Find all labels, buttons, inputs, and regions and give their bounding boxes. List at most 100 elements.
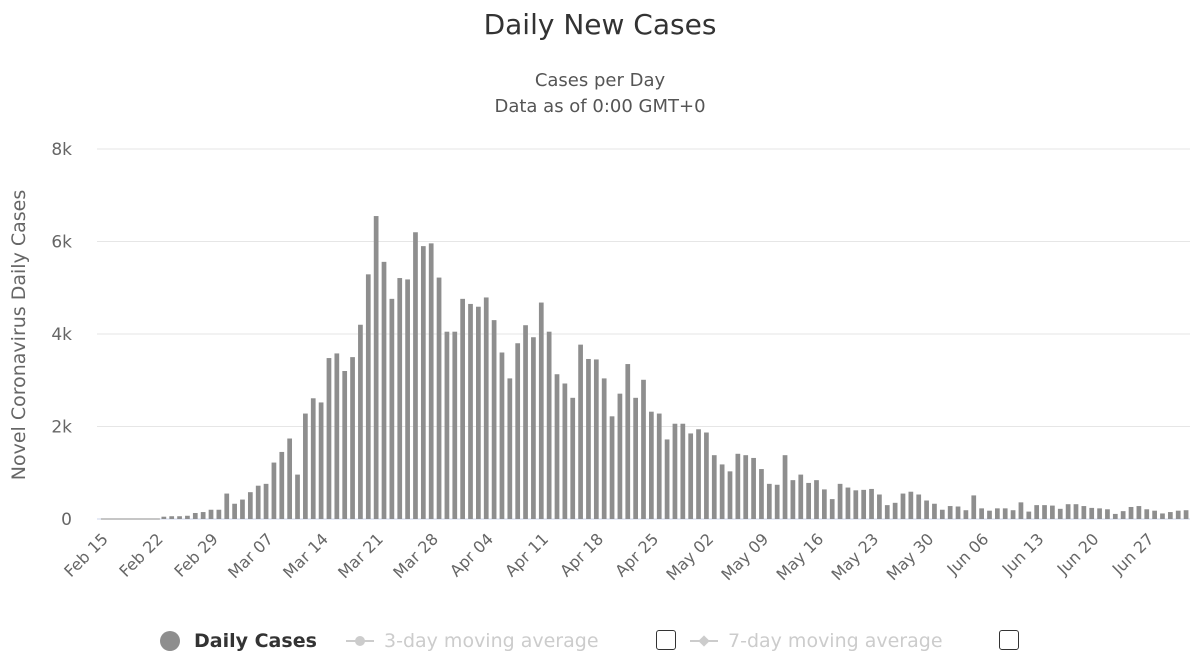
bar[interactable] (255, 485, 261, 519)
bar[interactable] (798, 474, 804, 519)
bar[interactable] (1160, 513, 1165, 519)
bar[interactable] (759, 469, 764, 519)
bar[interactable] (303, 413, 308, 519)
bar[interactable] (161, 516, 167, 519)
bar[interactable] (987, 510, 992, 519)
bar[interactable] (295, 474, 300, 519)
bar[interactable] (1120, 511, 1126, 519)
bar[interactable] (939, 509, 945, 519)
bar[interactable] (538, 302, 544, 519)
bar[interactable] (1144, 509, 1150, 519)
bar[interactable] (814, 480, 819, 519)
bar[interactable] (861, 489, 867, 519)
bar[interactable] (1183, 510, 1189, 519)
bar[interactable] (208, 509, 214, 519)
bar[interactable] (1065, 504, 1071, 519)
bar[interactable] (617, 393, 623, 519)
bar[interactable] (177, 516, 182, 519)
bar[interactable] (1128, 506, 1134, 519)
bar[interactable] (279, 451, 285, 519)
checkbox-3day-average[interactable] (656, 630, 676, 650)
bar[interactable] (483, 297, 489, 519)
bar[interactable] (523, 325, 528, 519)
bar[interactable] (200, 512, 206, 519)
legend-item-3day-average[interactable]: 3-day moving average (346, 626, 599, 656)
bar[interactable] (994, 508, 1000, 519)
bar[interactable] (1057, 508, 1063, 519)
bar[interactable] (413, 232, 418, 519)
bar[interactable] (428, 243, 434, 519)
bar[interactable] (554, 374, 560, 519)
bar[interactable] (342, 371, 348, 519)
bar[interactable] (845, 487, 851, 519)
bar[interactable] (263, 483, 269, 519)
checkbox-7day-average[interactable] (999, 630, 1019, 650)
bar[interactable] (979, 508, 984, 519)
bar[interactable] (782, 455, 788, 519)
bar[interactable] (751, 457, 756, 519)
bar[interactable] (1105, 509, 1110, 519)
legend-item-7day-average[interactable]: 7-day moving average (690, 626, 943, 656)
bar[interactable] (350, 357, 355, 520)
bar[interactable] (829, 499, 835, 519)
bar[interactable] (735, 453, 741, 519)
bar[interactable] (696, 429, 701, 519)
bar[interactable] (625, 364, 631, 519)
bar[interactable] (578, 344, 583, 519)
bar[interactable] (389, 298, 395, 519)
bar[interactable] (1112, 513, 1118, 519)
bar[interactable] (924, 500, 929, 520)
bar[interactable] (743, 455, 749, 519)
bar[interactable] (908, 491, 914, 519)
bar[interactable] (1026, 511, 1032, 519)
bar[interactable] (436, 277, 442, 519)
bar[interactable] (570, 397, 576, 519)
bar[interactable] (1136, 506, 1142, 519)
bar[interactable] (790, 480, 796, 519)
bar[interactable] (932, 503, 937, 519)
bar[interactable] (397, 278, 403, 519)
bar[interactable] (1034, 505, 1040, 520)
bar[interactable] (224, 493, 230, 519)
bar[interactable] (633, 397, 638, 519)
bar[interactable] (704, 432, 709, 519)
bar[interactable] (232, 503, 237, 519)
bar[interactable] (822, 489, 827, 519)
bar[interactable] (1175, 510, 1181, 519)
bar[interactable] (601, 378, 607, 519)
bar[interactable] (373, 216, 379, 519)
bar[interactable] (1167, 512, 1173, 519)
bar[interactable] (476, 306, 481, 519)
bar[interactable] (963, 510, 969, 519)
legend-item-daily-cases[interactable]: Daily Cases (160, 626, 317, 656)
bar[interactable] (287, 438, 293, 519)
bar[interactable] (1002, 508, 1008, 519)
bar[interactable] (680, 423, 686, 519)
bar[interactable] (318, 402, 324, 519)
bar[interactable] (664, 439, 670, 519)
bar[interactable] (247, 492, 253, 519)
bar[interactable] (1089, 507, 1095, 519)
bar[interactable] (271, 462, 277, 519)
bar[interactable] (688, 433, 694, 519)
bar[interactable] (1018, 502, 1024, 519)
bar[interactable] (460, 298, 465, 519)
bar[interactable] (1081, 506, 1087, 519)
bar[interactable] (947, 506, 953, 519)
bar[interactable] (381, 261, 387, 519)
bar[interactable] (955, 506, 961, 519)
bar[interactable] (727, 471, 733, 519)
bar[interactable] (649, 411, 654, 519)
bar[interactable] (1050, 505, 1055, 519)
bar[interactable] (1152, 510, 1157, 519)
bar[interactable] (491, 320, 497, 520)
bar[interactable] (711, 455, 717, 519)
bar[interactable] (609, 416, 615, 519)
bar[interactable] (468, 303, 473, 519)
bar[interactable] (499, 352, 505, 520)
bar[interactable] (452, 331, 458, 519)
bar[interactable] (656, 413, 662, 519)
bar[interactable] (641, 379, 646, 519)
bar[interactable] (310, 398, 316, 519)
bar[interactable] (837, 483, 843, 519)
